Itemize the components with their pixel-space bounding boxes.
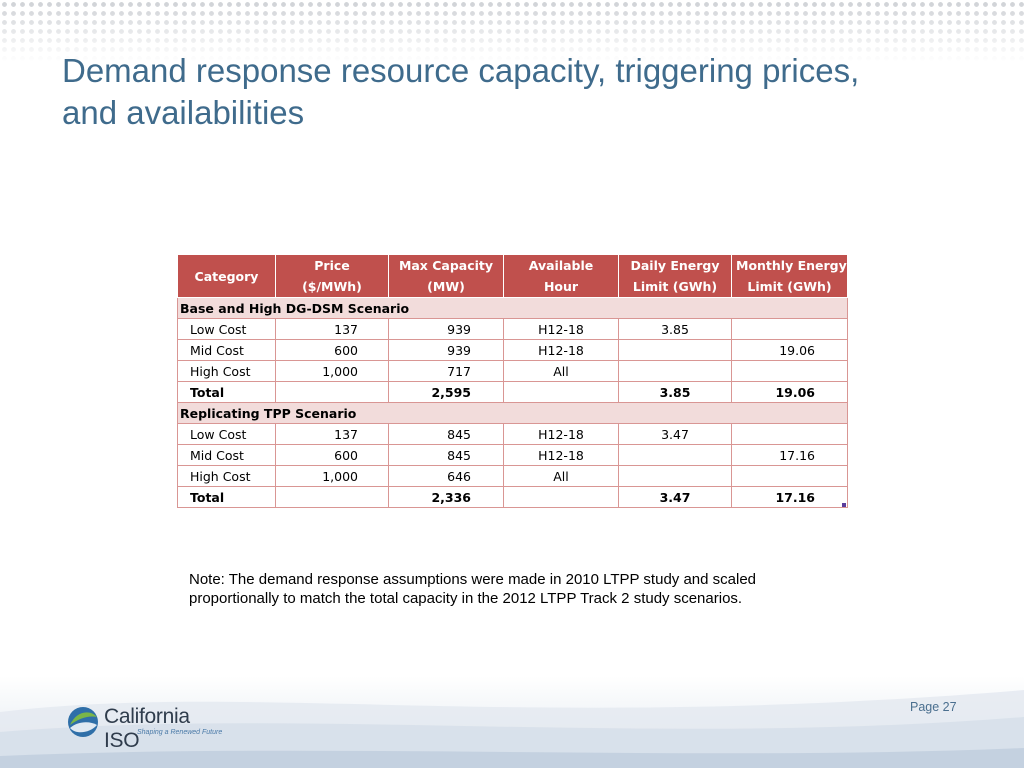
- cell-monthly: 17.16: [731, 486, 848, 508]
- header-available-hour: Available Hour: [503, 254, 619, 298]
- cell-hour: H12-18: [503, 444, 619, 466]
- cell-capacity: 939: [388, 339, 504, 361]
- table-row: Mid Cost 600 845 H12-18 17.16: [177, 444, 848, 466]
- cell-hour: [503, 486, 619, 508]
- footnote: Note: The demand response assumptions we…: [189, 570, 869, 608]
- cell-monthly: 17.16: [731, 444, 848, 466]
- cell-price: [275, 381, 389, 403]
- cell-category: Total: [177, 381, 276, 403]
- table-row: Low Cost 137 939 H12-18 3.85: [177, 318, 848, 340]
- cell-monthly: [731, 465, 848, 487]
- cell-category: Low Cost: [177, 423, 276, 445]
- cell-daily: 3.47: [618, 486, 732, 508]
- cell-monthly: 19.06: [731, 381, 848, 403]
- cell-price: 600: [275, 339, 389, 361]
- cell-daily: [618, 444, 732, 466]
- slide-title: Demand response resource capacity, trigg…: [62, 50, 992, 134]
- total-row: Total 2,336 3.47 17.16: [177, 486, 848, 508]
- cell-hour: H12-18: [503, 318, 619, 340]
- header-dot-pattern: [0, 0, 1024, 62]
- section-label: Replicating TPP Scenario: [177, 402, 848, 424]
- cell-price: 137: [275, 318, 389, 340]
- cell-monthly: [731, 318, 848, 340]
- cell-category: Total: [177, 486, 276, 508]
- table-row: High Cost 1,000 717 All: [177, 360, 848, 382]
- header-price: Price ($/MWh): [275, 254, 389, 298]
- slide-title-line-1: Demand response resource capacity, trigg…: [62, 52, 860, 89]
- cell-daily: [618, 339, 732, 361]
- cell-category: High Cost: [177, 360, 276, 382]
- cell-capacity: 845: [388, 423, 504, 445]
- cell-price: 137: [275, 423, 389, 445]
- table-row: Low Cost 137 845 H12-18 3.47: [177, 423, 848, 445]
- cell-capacity: 646: [388, 465, 504, 487]
- cell-daily: 3.85: [618, 381, 732, 403]
- header-category: Category: [177, 254, 276, 298]
- section-row-replicating-tpp: Replicating TPP Scenario: [177, 402, 848, 424]
- cell-monthly: [731, 423, 848, 445]
- footnote-line-1: Note: The demand response assumptions we…: [189, 571, 757, 588]
- slide-title-line-2: and availabilities: [62, 94, 305, 131]
- cell-daily: [618, 465, 732, 487]
- page-number: Page 27: [910, 700, 957, 714]
- cell-capacity: 845: [388, 444, 504, 466]
- cell-price: 1,000: [275, 465, 389, 487]
- table-row: Mid Cost 600 939 H12-18 19.06: [177, 339, 848, 361]
- demand-response-table-container: Category Price ($/MWh) Max Capacity (MW)…: [177, 254, 848, 508]
- section-row-base-high: Base and High DG-DSM Scenario: [177, 297, 848, 319]
- cell-hour: [503, 381, 619, 403]
- cell-capacity: 2,595: [388, 381, 504, 403]
- california-iso-logo-icon: [68, 707, 98, 737]
- table-row: High Cost 1,000 646 All: [177, 465, 848, 487]
- cell-daily: 3.47: [618, 423, 732, 445]
- logo-tagline: Shaping a Renewed Future: [137, 729, 223, 736]
- cell-category: Low Cost: [177, 318, 276, 340]
- cell-capacity: 939: [388, 318, 504, 340]
- header-max-capacity: Max Capacity (MW): [388, 254, 504, 298]
- cell-category: Mid Cost: [177, 444, 276, 466]
- california-iso-logo: California ISO Shaping a Renewed Future: [66, 703, 226, 752]
- logo-name: California ISO: [104, 705, 190, 752]
- header-monthly-energy: Monthly Energy Limit (GWh): [731, 254, 848, 298]
- cell-category: Mid Cost: [177, 339, 276, 361]
- table-header-row: Category Price ($/MWh) Max Capacity (MW)…: [177, 254, 848, 298]
- cell-capacity: 717: [388, 360, 504, 382]
- cell-hour: H12-18: [503, 339, 619, 361]
- cell-daily: [618, 360, 732, 382]
- footer-wave-graphic: [0, 690, 1024, 768]
- table-resize-handle: [842, 503, 846, 507]
- cell-price: 1,000: [275, 360, 389, 382]
- cell-monthly: [731, 360, 848, 382]
- cell-price: [275, 486, 389, 508]
- cell-category: High Cost: [177, 465, 276, 487]
- cell-monthly: 19.06: [731, 339, 848, 361]
- cell-hour: All: [503, 360, 619, 382]
- cell-capacity: 2,336: [388, 486, 504, 508]
- demand-response-table: Category Price ($/MWh) Max Capacity (MW)…: [177, 254, 848, 508]
- total-row: Total 2,595 3.85 19.06: [177, 381, 848, 403]
- header-daily-energy: Daily Energy Limit (GWh): [618, 254, 732, 298]
- section-label: Base and High DG-DSM Scenario: [177, 297, 848, 319]
- cell-price: 600: [275, 444, 389, 466]
- cell-hour: H12-18: [503, 423, 619, 445]
- footnote-line-2: proportionally to match the total capaci…: [189, 590, 743, 607]
- cell-daily: 3.85: [618, 318, 732, 340]
- cell-hour: All: [503, 465, 619, 487]
